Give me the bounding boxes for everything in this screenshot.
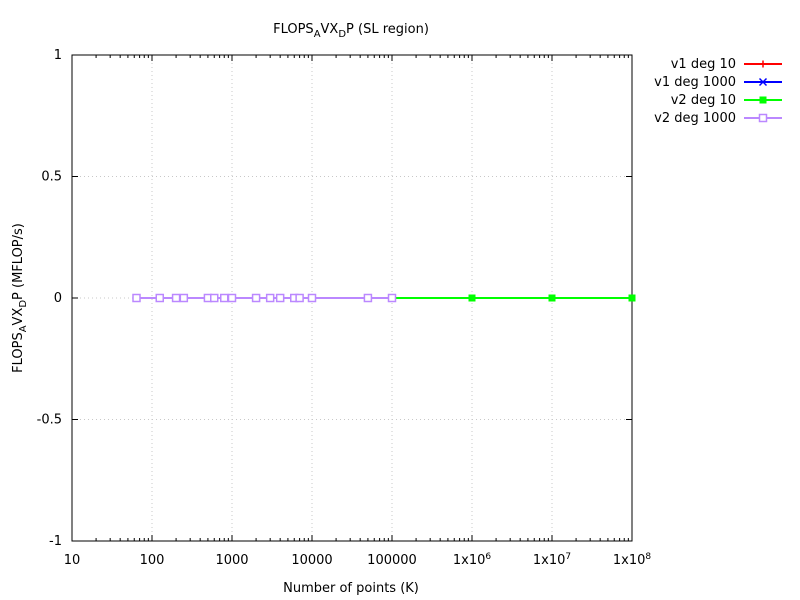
- y-tick-label: 0: [54, 291, 62, 306]
- series-group: [132, 293, 636, 303]
- y-label-rest: P (MFLOP/s): [11, 223, 26, 300]
- x-tick-label: 1x106: [453, 552, 492, 568]
- chart-title-mid: VX: [321, 22, 339, 37]
- x-tick-label: 10000: [291, 553, 332, 568]
- axes: 10 100 1000 10000 100000 1x106 1x107 1x108 1 0.5 0…: [37, 48, 652, 568]
- y-tick-label: -1: [49, 534, 62, 549]
- legend-label: v2 deg 10: [671, 93, 736, 108]
- chart-title: FLOPSAVXDP (SL region): [273, 22, 429, 40]
- open-square-marker: [227, 293, 237, 303]
- chart-title-main: FLOPS: [273, 22, 314, 37]
- x-tick-label: 1x108: [613, 552, 652, 568]
- legend-label: v2 deg 1000: [654, 111, 736, 126]
- x-tick-label: 100: [140, 553, 165, 568]
- legend-entry: v1 deg 1000: [654, 75, 782, 90]
- chart-title-sub2: D: [338, 29, 346, 40]
- x-tick-label: 1000: [215, 553, 248, 568]
- open-square-marker: [387, 293, 397, 303]
- filled-square-marker: [468, 294, 476, 302]
- chart-title-rest: P (SL region): [346, 22, 429, 37]
- open-square-marker: [219, 293, 229, 303]
- legend-label: v1 deg 10: [671, 57, 736, 72]
- open-square-marker: [251, 293, 261, 303]
- filled-square-marker: [548, 294, 556, 302]
- open-square-marker: [363, 293, 373, 303]
- open-square-marker: [758, 113, 768, 123]
- x-tick-label: 1x107: [533, 552, 571, 568]
- open-square-marker: [275, 293, 285, 303]
- x-tick-label: 10: [64, 553, 81, 568]
- legend-entry: v2 deg 10: [671, 93, 782, 108]
- y-label-main: FLOPS: [11, 332, 26, 373]
- open-square-marker: [265, 293, 275, 303]
- chart-title-sub1: A: [314, 29, 321, 40]
- open-square-marker: [171, 293, 181, 303]
- plus-marker: [759, 60, 767, 68]
- y-label-sub1: A: [18, 325, 29, 332]
- open-square-marker: [155, 293, 165, 303]
- legend-entry: v2 deg 1000: [654, 111, 782, 126]
- cross-marker: [758, 77, 768, 87]
- y-label-sub2: D: [18, 300, 29, 308]
- x-axis-label: Number of points (K): [283, 581, 419, 596]
- y-label-mid: VX: [11, 308, 26, 326]
- series-v2-deg-1000: [132, 293, 397, 303]
- open-square-marker: [295, 293, 304, 303]
- filled-square-marker: [628, 294, 636, 302]
- open-square-marker: [179, 293, 189, 303]
- legend-label: v1 deg 1000: [654, 75, 736, 90]
- y-tick-label: 0.5: [41, 170, 62, 185]
- open-square-marker: [132, 293, 141, 303]
- y-tick-label: 1: [54, 48, 62, 63]
- y-axis-label: FLOPSAVXDP (MFLOP/s): [11, 223, 29, 373]
- open-square-marker: [210, 293, 219, 303]
- filled-square-marker: [759, 96, 767, 104]
- legend-entry: v1 deg 10: [671, 57, 782, 72]
- y-tick-label: -0.5: [37, 413, 62, 428]
- x-tick-label: 100000: [367, 553, 417, 568]
- legend: v1 deg 10 v1 deg 1000 v2 deg 10 v2 deg 1000: [654, 57, 782, 126]
- open-square-marker: [307, 293, 317, 303]
